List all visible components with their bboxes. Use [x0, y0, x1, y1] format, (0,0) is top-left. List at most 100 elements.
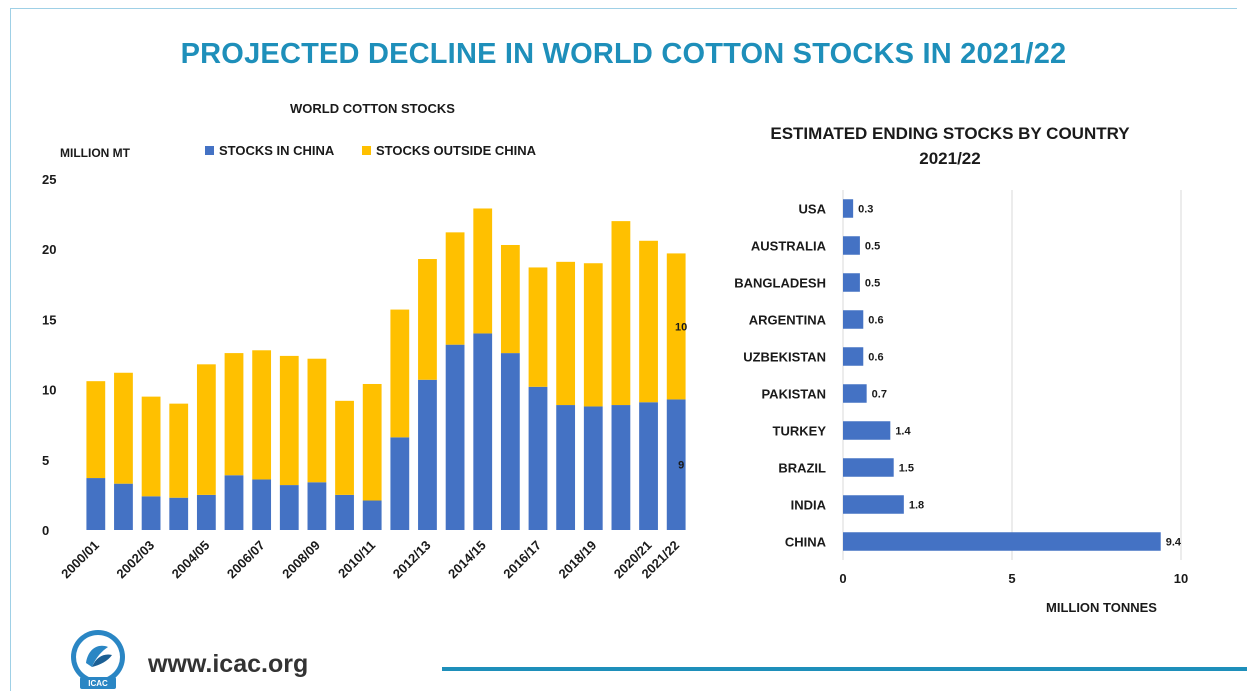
y-tick-label: 15 — [42, 312, 56, 327]
data-label: 0.7 — [872, 389, 887, 401]
slide-frame — [10, 8, 1237, 691]
data-label: 10 — [675, 321, 687, 333]
page-title: PROJECTED DECLINE IN WORLD COTTON STOCKS… — [180, 38, 1067, 70]
stacked-chart-y-label: MILLION MT — [60, 146, 130, 160]
y-tick-label: 0 — [42, 523, 49, 538]
bar-outside-china — [114, 372, 133, 484]
y-category-label: ARGENTINA — [749, 313, 827, 328]
bar-outside-china — [86, 381, 106, 479]
bar-china — [279, 485, 299, 530]
y-category-label: BANGLADESH — [734, 276, 826, 291]
bar-china — [362, 500, 382, 530]
bar-outside-china — [445, 232, 465, 345]
country-bar-chart: 0 5 10 USA 0.3 AUSTRALIA 0.5 BANGLADESH 0.5 ARGEN… — [734, 190, 1188, 586]
bar-china — [473, 333, 493, 530]
x-tick-label: 2012/13 — [390, 538, 434, 582]
footer-rule — [442, 667, 1247, 671]
y-category-label: TURKEY — [773, 424, 827, 439]
bar-country — [843, 236, 860, 255]
y-category-label: PAKISTAN — [761, 387, 826, 402]
x-tick-label: 2014/15 — [445, 538, 489, 582]
bar-china — [418, 379, 437, 530]
legend-item-outside: STOCKS OUTSIDE CHINA — [361, 143, 537, 158]
bar-outside-china — [666, 253, 686, 400]
bar-china — [445, 344, 465, 530]
bar-china — [86, 478, 106, 530]
website-link[interactable]: www.icac.org — [148, 650, 309, 678]
y-tick-label: 25 — [42, 172, 56, 187]
data-label: 1.5 — [899, 463, 914, 475]
stacked-chart-legend: STOCKS IN CHINA STOCKS OUTSIDE CHINA — [205, 143, 560, 158]
bar-country — [843, 384, 867, 403]
x-tick-label: 2016/17 — [500, 538, 544, 582]
x-tick-label: 2002/03 — [113, 538, 157, 582]
bar-outside-china — [169, 403, 189, 498]
y-tick-label: 20 — [42, 242, 56, 257]
y-category-label: UZBEKISTAN — [743, 350, 826, 365]
bar-country — [843, 199, 854, 218]
bar-outside-china — [279, 355, 299, 486]
bar-china — [141, 496, 161, 530]
legend-swatch-outside — [361, 146, 371, 155]
bar-china — [583, 406, 603, 530]
data-label: 0.6 — [868, 352, 883, 364]
x-tick-label: 10 — [1174, 571, 1188, 586]
y-category-label: USA — [799, 202, 827, 217]
bar-china — [196, 494, 216, 530]
data-label: 0.6 — [868, 315, 883, 327]
bar-china — [114, 483, 133, 530]
bar-country — [843, 273, 860, 292]
bar-outside-china — [418, 259, 437, 380]
bar-outside-china — [500, 244, 520, 354]
y-category-label: CHINA — [785, 535, 827, 550]
bar-outside-china — [583, 263, 603, 407]
bar-china — [611, 405, 631, 530]
data-label: 9 — [678, 460, 684, 472]
legend-label-china: STOCKS IN CHINA — [219, 143, 335, 158]
bar-outside-china — [362, 383, 382, 501]
legend-label-outside: STOCKS OUTSIDE CHINA — [375, 143, 537, 158]
bar-country — [843, 495, 904, 514]
bar-country — [843, 310, 864, 329]
x-tick-label: 2000/01 — [58, 538, 102, 582]
bar-outside-china — [611, 221, 631, 406]
x-tick-label: 2008/09 — [279, 538, 323, 582]
bar-outside-china — [556, 261, 576, 406]
data-label: 0.5 — [865, 241, 880, 253]
y-category-label: BRAZIL — [778, 461, 826, 476]
bar-china — [500, 353, 520, 530]
y-tick-label: 10 — [42, 383, 56, 398]
bar-country — [843, 532, 1161, 551]
bar-china — [666, 399, 686, 530]
data-label: 9.4 — [1166, 537, 1182, 549]
country-chart-title: ESTIMATED ENDING STOCKS BY COUNTRY 2021/… — [770, 124, 1130, 168]
data-label: 1.8 — [909, 500, 924, 512]
bar-outside-china — [473, 208, 493, 334]
icac-logo: ICAC — [71, 630, 125, 689]
bar-outside-china — [390, 309, 410, 438]
bar-china — [169, 497, 189, 530]
bar-country — [843, 421, 891, 440]
bar-outside-china — [196, 364, 216, 495]
bar-outside-china — [528, 267, 548, 387]
bar-china — [639, 402, 658, 530]
data-label: 0.5 — [865, 278, 880, 290]
stacked-chart-title: WORLD COTTON STOCKS — [290, 101, 455, 116]
x-tick-label: 0 — [839, 571, 846, 586]
bar-outside-china — [224, 353, 244, 476]
y-category-label: INDIA — [791, 498, 827, 513]
bar-country — [843, 347, 864, 366]
y-tick-label: 5 — [42, 453, 49, 468]
y-category-label: AUSTRALIA — [751, 239, 827, 254]
logo-text: ICAC — [88, 679, 108, 688]
bar-outside-china — [307, 358, 327, 483]
bar-china — [528, 386, 548, 530]
bar-outside-china — [335, 400, 354, 495]
bar-outside-china — [252, 350, 272, 480]
data-label: 0.3 — [858, 204, 873, 216]
data-label: 1.4 — [895, 426, 911, 438]
bar-china — [307, 482, 327, 530]
country-chart-x-label: MILLION TONNES — [1046, 600, 1157, 615]
